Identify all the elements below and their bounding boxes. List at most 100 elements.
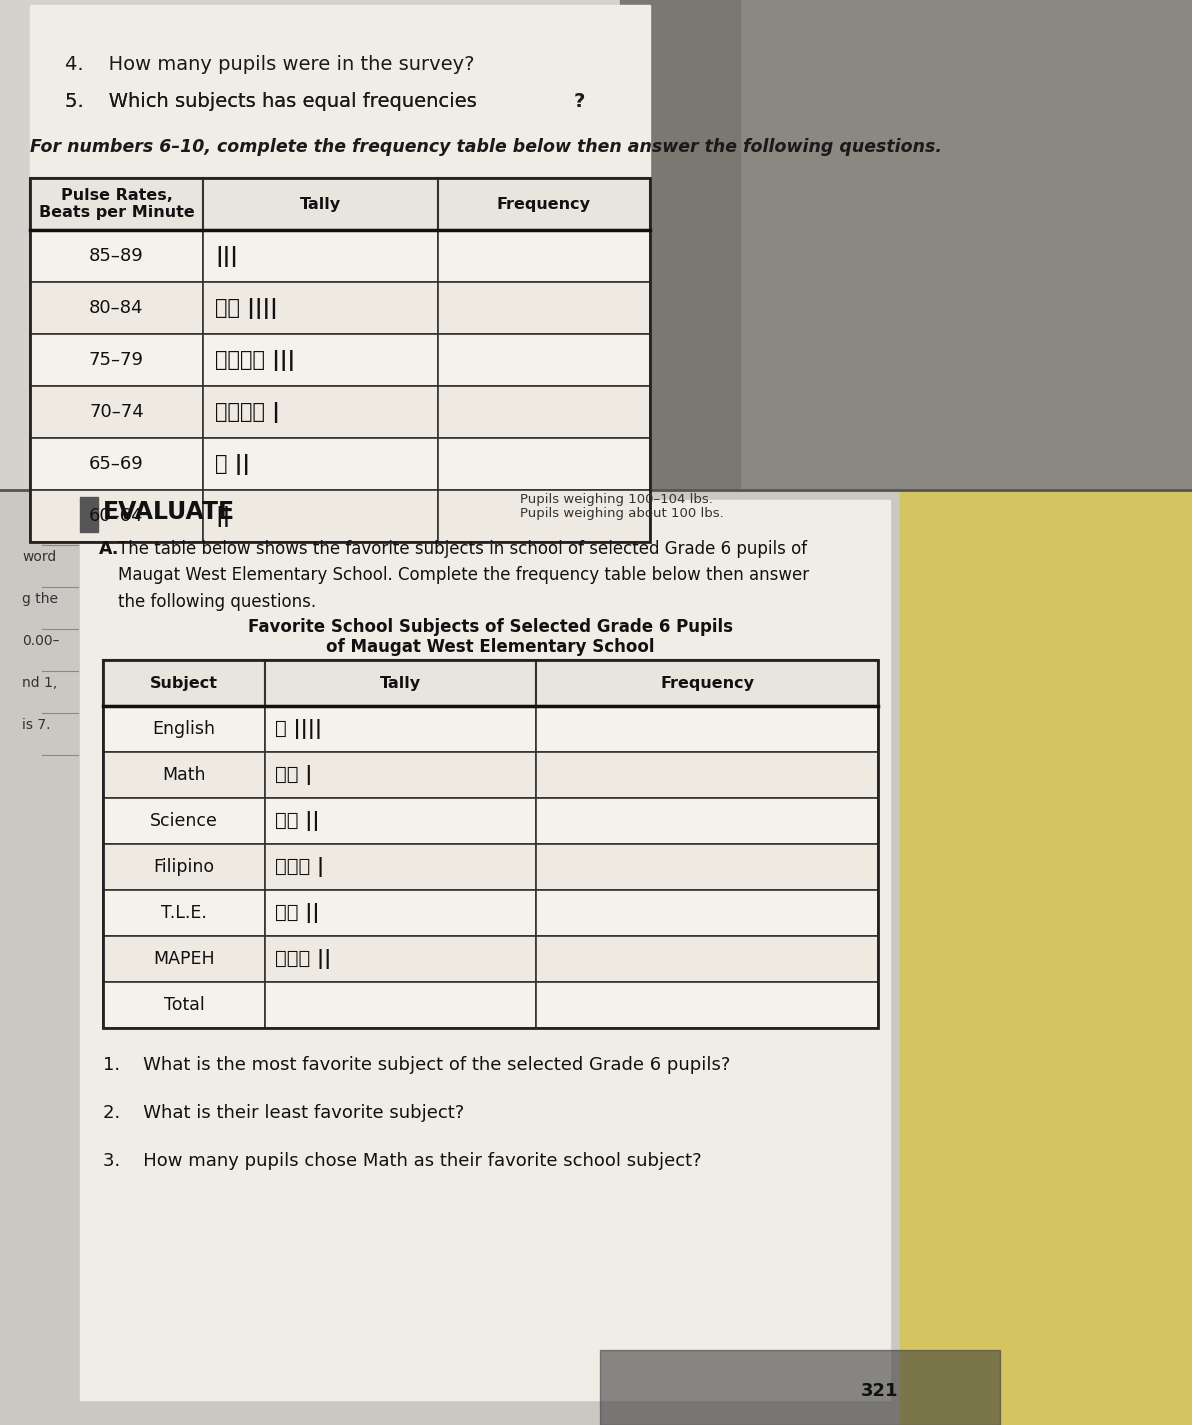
Text: Total: Total	[163, 996, 204, 1015]
Bar	[900, 490, 1192, 1425]
Text: Frequency: Frequency	[660, 675, 755, 691]
Bar	[203, 490, 437, 542]
Bar	[265, 705, 536, 752]
Text: |||: |||	[215, 245, 238, 266]
Bar	[103, 844, 265, 891]
Bar	[437, 386, 650, 437]
Text: 卐卐卐卐 |: 卐卐卐卐 |	[215, 402, 280, 422]
Bar	[203, 229, 437, 282]
Bar	[103, 660, 265, 705]
Bar	[620, 0, 740, 490]
Bar	[30, 437, 203, 490]
Bar	[30, 333, 203, 386]
Text: of Maugat West Elementary School: of Maugat West Elementary School	[325, 638, 654, 656]
Text: Tally: Tally	[300, 197, 341, 211]
Text: 70–74: 70–74	[89, 403, 144, 420]
Bar	[265, 660, 536, 705]
Bar	[437, 437, 650, 490]
Text: 5.    Which subjects has equal frequencies: 5. Which subjects has equal frequencies	[66, 93, 477, 111]
Text: 85–89: 85–89	[89, 247, 144, 265]
Bar	[103, 798, 265, 844]
Text: g the: g the	[21, 591, 58, 606]
Bar	[437, 282, 650, 333]
Bar	[437, 229, 650, 282]
Text: nd 1,: nd 1,	[21, 675, 57, 690]
Bar	[536, 982, 879, 1027]
Text: Filipino: Filipino	[154, 858, 215, 876]
Bar	[30, 229, 203, 282]
Text: 卐卐 ||: 卐卐 ||	[275, 811, 319, 831]
Text: Math: Math	[162, 767, 206, 784]
Bar	[103, 891, 265, 936]
Bar	[203, 178, 437, 229]
Text: 卐卐 ||||: 卐卐 ||||	[215, 298, 278, 319]
Bar	[265, 844, 536, 891]
Bar	[30, 282, 203, 333]
Bar	[0, 0, 700, 490]
Bar	[437, 490, 650, 542]
Text: MAPEH: MAPEH	[154, 950, 215, 968]
Bar	[265, 891, 536, 936]
Bar	[265, 798, 536, 844]
Text: is 7.: is 7.	[21, 718, 50, 732]
Bar	[30, 178, 650, 542]
Text: Pupils weighing 100–104 lbs.: Pupils weighing 100–104 lbs.	[520, 493, 713, 506]
Bar	[0, 490, 900, 1425]
Text: The table below shows the favorite subjects in school of selected Grade 6 pupils: The table below shows the favorite subje…	[118, 540, 809, 611]
Bar	[536, 891, 879, 936]
Text: Pupils weighing about 100 lbs.: Pupils weighing about 100 lbs.	[520, 507, 724, 520]
Text: 5.    Which subjects has equal frequencies: 5. Which subjects has equal frequencies	[66, 93, 477, 111]
Bar	[536, 752, 879, 798]
Text: Frequency: Frequency	[497, 197, 591, 211]
Text: Favorite School Subjects of Selected Grade 6 Pupils: Favorite School Subjects of Selected Gra…	[248, 618, 733, 636]
Text: 80–84: 80–84	[89, 299, 144, 316]
Bar	[203, 333, 437, 386]
Bar	[80, 497, 98, 532]
Bar	[30, 6, 650, 487]
Text: 5.    Which subjects has equal frequencies?: 5. Which subjects has equal frequencies?	[66, 93, 540, 111]
Text: Pulse Rates,
Beats per Minute: Pulse Rates, Beats per Minute	[38, 188, 194, 221]
Bar	[103, 660, 879, 1027]
Bar	[536, 705, 879, 752]
Text: ||: ||	[215, 506, 230, 526]
Bar	[203, 282, 437, 333]
Bar	[103, 705, 265, 752]
Text: 卐 ||: 卐 ||	[215, 453, 250, 475]
Bar	[265, 752, 536, 798]
Bar	[536, 844, 879, 891]
Text: 1.    What is the most favorite subject of the selected Grade 6 pupils?: 1. What is the most favorite subject of …	[103, 1056, 731, 1074]
Bar	[265, 982, 536, 1027]
Bar	[600, 1349, 1000, 1425]
Text: 卐卐卐 ||: 卐卐卐 ||	[275, 949, 331, 969]
Text: English: English	[153, 720, 216, 738]
Bar	[103, 752, 265, 798]
Bar	[30, 386, 203, 437]
Text: 卐卐 ||: 卐卐 ||	[275, 903, 319, 923]
Bar	[437, 178, 650, 229]
Text: 321: 321	[862, 1382, 899, 1399]
Bar	[700, 0, 1192, 490]
Text: 卐卐卐卐 |||: 卐卐卐卐 |||	[215, 349, 296, 370]
Text: word: word	[21, 550, 56, 564]
Bar	[103, 936, 265, 982]
Text: Science: Science	[150, 812, 218, 829]
Text: Tally: Tally	[380, 675, 421, 691]
Text: 2.    What is their least favorite subject?: 2. What is their least favorite subject?	[103, 1104, 464, 1121]
Text: 3.    How many pupils chose Math as their favorite school subject?: 3. How many pupils chose Math as their f…	[103, 1151, 702, 1170]
Bar	[536, 936, 879, 982]
Text: 卐卐卐 |: 卐卐卐 |	[275, 856, 324, 876]
Bar	[437, 333, 650, 386]
Text: Subject: Subject	[150, 675, 218, 691]
Text: 0.00–: 0.00–	[21, 634, 60, 648]
Bar	[30, 178, 203, 229]
Text: 60–64: 60–64	[89, 507, 144, 524]
Text: 卐 ||||: 卐 ||||	[275, 720, 322, 740]
Bar	[265, 936, 536, 982]
Bar	[203, 386, 437, 437]
Bar	[536, 660, 879, 705]
Text: 卐卐 |: 卐卐 |	[275, 765, 312, 785]
Text: 75–79: 75–79	[89, 351, 144, 369]
Text: A.: A.	[99, 540, 119, 559]
Bar	[103, 982, 265, 1027]
Bar	[30, 490, 203, 542]
